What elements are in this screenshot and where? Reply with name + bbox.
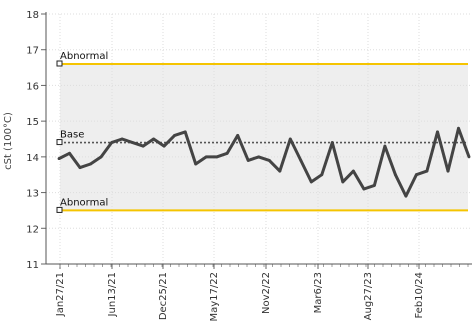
- data-point: [299, 159, 303, 162]
- reference-band-layer: [60, 64, 468, 211]
- data-point: [404, 194, 408, 198]
- axes-layer: [41, 12, 472, 269]
- data-point: [57, 157, 61, 161]
- data-point: [352, 169, 355, 173]
- data-point: [373, 184, 376, 187]
- normal-band: [60, 64, 468, 211]
- data-point: [394, 173, 397, 177]
- data-point: [183, 130, 187, 134]
- x-tick-label: Dec25/21: [158, 272, 169, 320]
- series-line: [58, 126, 471, 198]
- data-point: [194, 162, 198, 166]
- data-point: [288, 137, 292, 141]
- data-point: [141, 144, 145, 148]
- y-tick-label: 13: [26, 189, 39, 200]
- data-point: [204, 155, 208, 159]
- reference-label: Abnormal: [60, 51, 108, 62]
- reference-marker: [56, 139, 63, 146]
- y-tick-label: 16: [26, 81, 39, 92]
- data-point: [457, 126, 460, 130]
- y-tick-label: 17: [26, 46, 39, 57]
- y-tick-label: 12: [26, 224, 39, 235]
- data-point: [362, 187, 366, 191]
- x-tick-label: Jan27/21: [55, 272, 66, 317]
- y-tick-label: 15: [26, 117, 39, 128]
- data-point: [173, 134, 177, 137]
- y-tick-label: 14: [26, 153, 39, 164]
- reference-lines-layer: Abnormal Base Abnormal: [56, 51, 468, 213]
- data-point: [246, 159, 250, 162]
- data-point: [436, 130, 439, 134]
- x-tick-label: Nov2/22: [261, 272, 272, 314]
- data-point: [236, 134, 240, 137]
- data-point: [152, 137, 156, 141]
- y-tick-label: 11: [26, 260, 39, 271]
- data-point: [309, 180, 313, 184]
- reference-marker: [56, 206, 63, 213]
- x-tick-label: May17/22: [209, 272, 220, 322]
- data-point: [330, 141, 334, 145]
- data-point: [215, 155, 219, 159]
- x-tick-label: Mar6/23: [313, 272, 324, 313]
- data-point: [425, 169, 429, 173]
- series-layer: [57, 126, 471, 198]
- reference-label: Base: [60, 130, 84, 141]
- data-point: [78, 166, 82, 170]
- x-tick-label: Aug27/23: [363, 272, 374, 320]
- data-point: [257, 155, 261, 159]
- y-tick-label: 18: [26, 10, 39, 21]
- tick-labels-layer: 11 12 13 14 15 16 17 18 Jan27/21 Jun13/21 Dec25/21…: [26, 10, 425, 322]
- data-point: [162, 144, 166, 148]
- data-point: [467, 155, 471, 159]
- reference-marker: [56, 60, 63, 67]
- data-point: [68, 151, 71, 155]
- data-point: [110, 141, 113, 145]
- x-tick-label: Feb10/24: [414, 272, 425, 319]
- data-point: [267, 159, 271, 162]
- data-point: [131, 141, 135, 145]
- data-point: [415, 173, 418, 177]
- data-point: [341, 180, 345, 184]
- data-point: [446, 169, 450, 173]
- data-point: [120, 137, 124, 141]
- y-axis-label: cSt (100°C): [3, 112, 14, 170]
- data-point: [278, 169, 282, 173]
- reference-label: Abnormal: [60, 197, 108, 208]
- data-point: [89, 162, 92, 166]
- data-point: [225, 151, 229, 155]
- data-point: [320, 173, 324, 177]
- data-point: [383, 144, 387, 148]
- x-tick-label: Jun13/21: [107, 272, 118, 317]
- data-point: [99, 155, 103, 159]
